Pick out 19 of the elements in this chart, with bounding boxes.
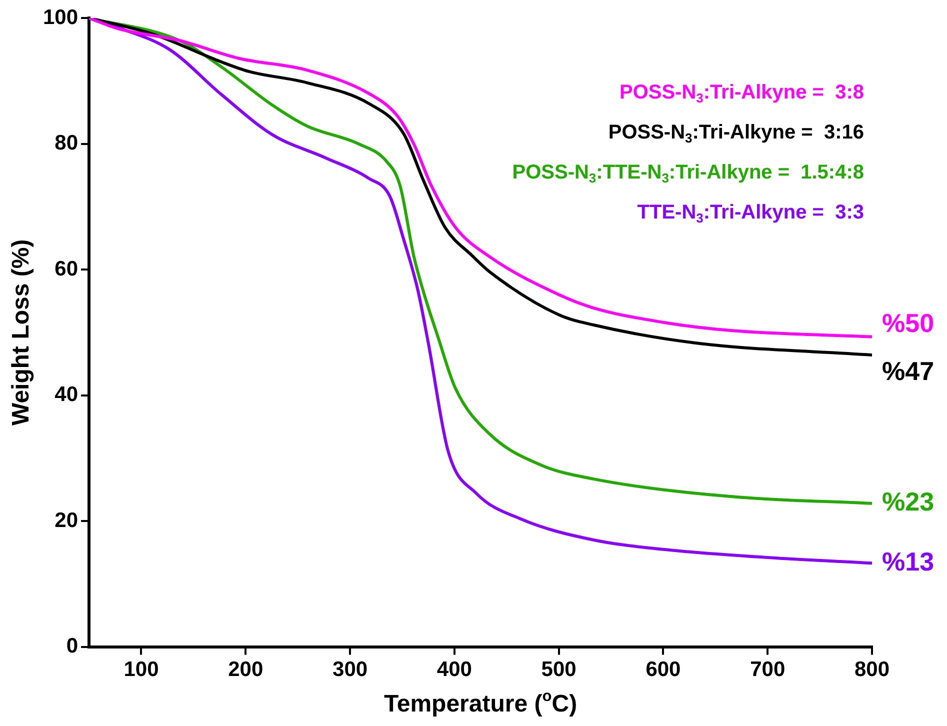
y-tick-label: 100 xyxy=(42,6,78,29)
text: %23 xyxy=(882,486,934,517)
y-tick-label: 0 xyxy=(66,634,78,658)
x-tick-label: 700 xyxy=(750,658,786,682)
text: %47 xyxy=(882,356,934,386)
x-tick-label: 100 xyxy=(124,658,159,682)
y-axis-title: Weight Loss (%) xyxy=(8,239,35,426)
x-tick-label: 500 xyxy=(541,658,576,682)
y-tick-label: 20 xyxy=(54,508,78,532)
x-tick-label: 600 xyxy=(646,658,681,682)
y-tick-label: 40 xyxy=(54,383,78,406)
y-tick-label: 80 xyxy=(54,132,78,155)
x-tick-label: 800 xyxy=(854,658,890,682)
y-tick-label: 60 xyxy=(54,257,78,280)
text: %50 xyxy=(882,308,934,338)
x-tick-label: 300 xyxy=(332,658,368,682)
x-tick-label: 200 xyxy=(228,658,264,682)
text: %13 xyxy=(882,546,934,576)
x-tick-label: 400 xyxy=(436,658,472,682)
